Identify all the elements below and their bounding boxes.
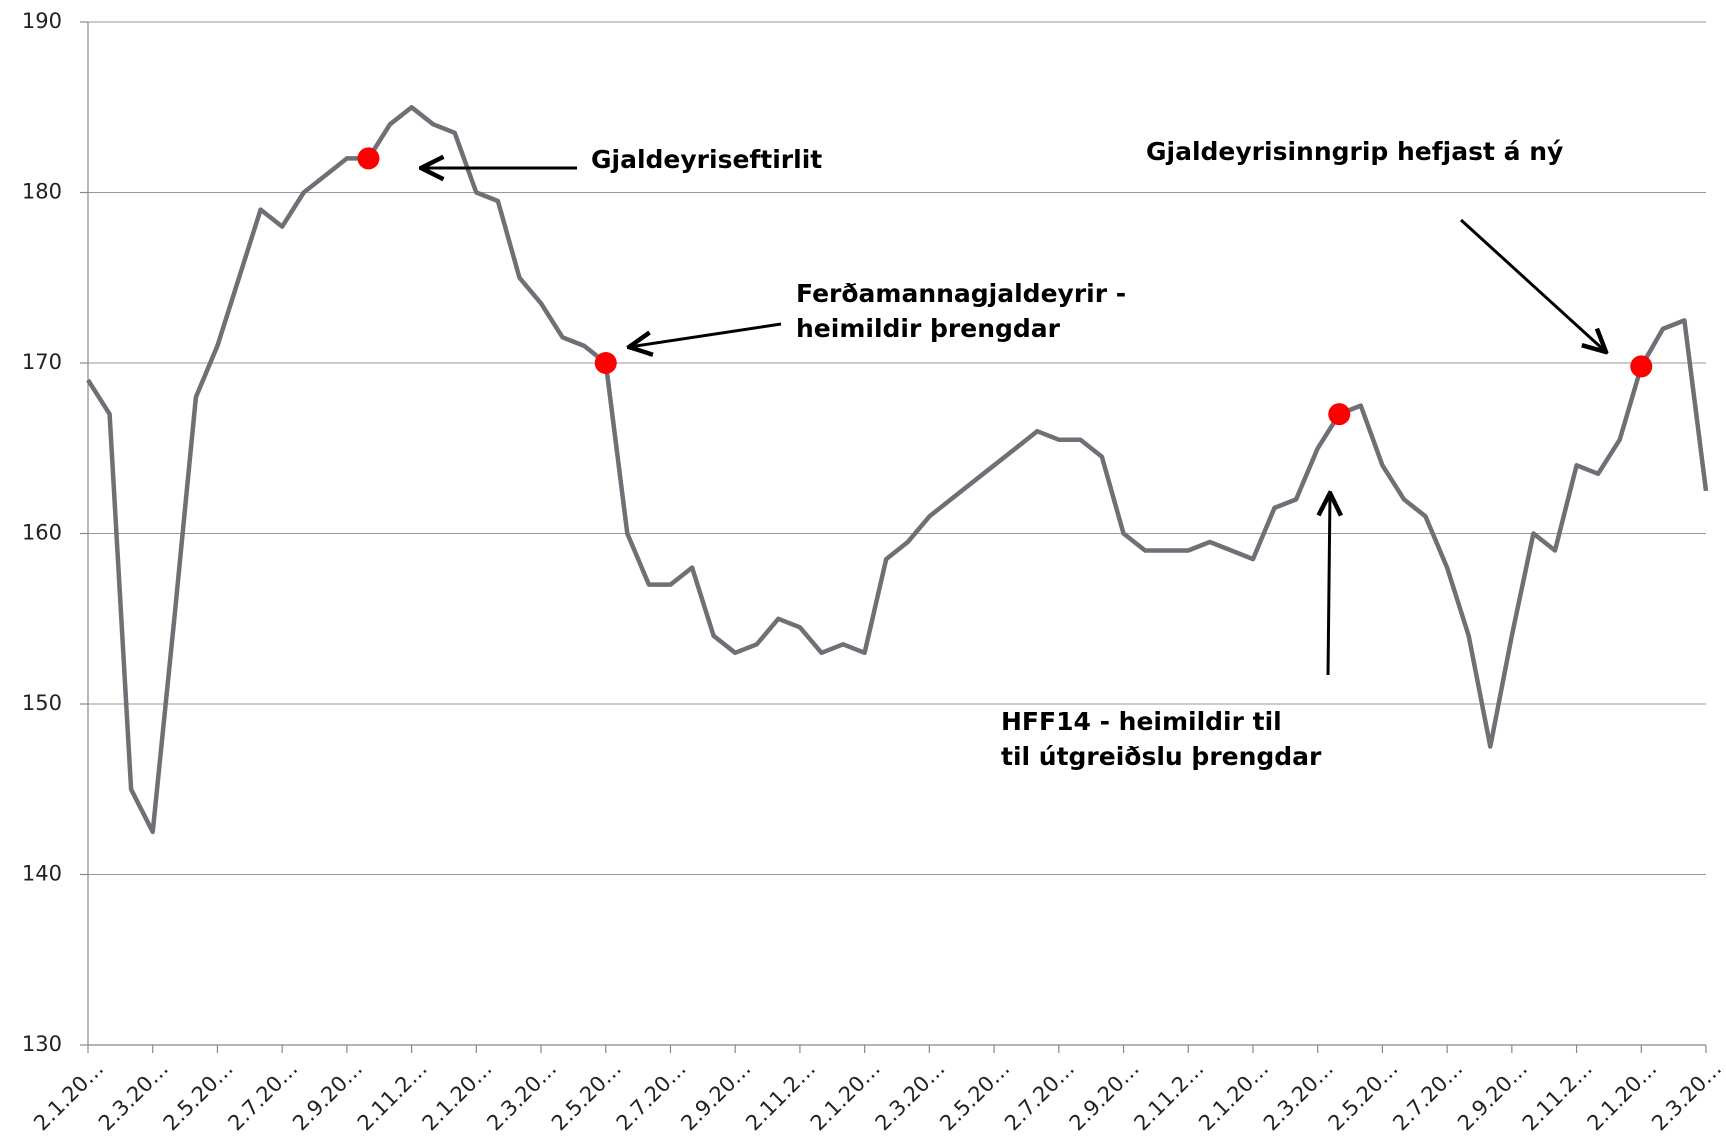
x-tick-label: 2.11.2… bbox=[741, 1056, 820, 1135]
highlight-point bbox=[1630, 355, 1653, 378]
x-tick-label: 2.11.2… bbox=[1518, 1056, 1597, 1135]
x-tick-label: 2.3.20… bbox=[94, 1056, 173, 1135]
x-tick-label: 2.11.2… bbox=[353, 1056, 432, 1135]
x-tick-label: 2.11.2… bbox=[1129, 1056, 1208, 1135]
highlight-point bbox=[1328, 403, 1351, 426]
x-tick-label: 2.3.20… bbox=[482, 1056, 561, 1135]
y-tick-label: 130 bbox=[22, 1032, 62, 1056]
y-tick-label: 150 bbox=[22, 691, 62, 715]
x-tick-label: 2.7.20… bbox=[223, 1056, 302, 1135]
x-tick-label: 2.1.20… bbox=[418, 1056, 497, 1135]
x-tick-label: 2.5.20… bbox=[159, 1056, 238, 1135]
y-tick-label: 190 bbox=[22, 9, 62, 33]
x-tick-label: 2.7.20… bbox=[612, 1056, 691, 1135]
y-tick-label: 160 bbox=[22, 521, 62, 545]
grid: 1301401501601701801902.1.20…2.3.20…2.5.2… bbox=[22, 9, 1726, 1135]
x-tick-label: 2.5.20… bbox=[935, 1056, 1014, 1135]
annotation: til útgreiðslu þrengdar bbox=[1001, 742, 1322, 771]
annotation: heimildir þrengdar bbox=[796, 314, 1061, 343]
x-tick-label: 2.5.20… bbox=[547, 1056, 626, 1135]
x-tick-label: 2.9.20… bbox=[1453, 1056, 1532, 1135]
y-tick-label: 170 bbox=[22, 350, 62, 374]
arrow bbox=[1459, 218, 1606, 352]
x-tick-label: 2.7.20… bbox=[1388, 1056, 1467, 1135]
x-tick-label: 2.9.20… bbox=[676, 1056, 755, 1135]
x-tick-label: 2.7.20… bbox=[1000, 1056, 1079, 1135]
annotation: Gjaldeyrisinngrip hefjast á ný bbox=[1146, 137, 1563, 166]
line bbox=[86, 105, 1709, 835]
x-tick-label: 2.9.20… bbox=[288, 1056, 367, 1135]
arrow bbox=[629, 322, 782, 347]
x-tick-label: 2.3.20… bbox=[871, 1056, 950, 1135]
x-tick-label: 2.1.20… bbox=[1194, 1056, 1273, 1135]
highlight-point bbox=[357, 147, 380, 170]
x-tick-label: 2.5.20… bbox=[1324, 1056, 1403, 1135]
annotation: HFF14 - heimildir til bbox=[1001, 707, 1282, 736]
y-tick-label: 180 bbox=[22, 180, 62, 204]
x-tick-label: 2.1.20… bbox=[29, 1056, 108, 1135]
x-tick-label: 2.3.20… bbox=[1259, 1056, 1338, 1135]
arrow bbox=[1328, 493, 1330, 676]
annotation: Gjaldeyriseftirlit bbox=[591, 145, 822, 174]
highlight-point bbox=[594, 352, 617, 374]
annotation: Ferðamannagjaldeyrir - bbox=[796, 279, 1126, 308]
x-tick-label: 2.1.20… bbox=[806, 1056, 885, 1135]
plot bbox=[86, 105, 1709, 835]
x-tick-label: 2.9.20… bbox=[1065, 1056, 1144, 1135]
y-tick-label: 140 bbox=[22, 862, 62, 886]
x-tick-label: 2.1.20… bbox=[1583, 1056, 1662, 1135]
x-tick-label: 2.3.20… bbox=[1647, 1056, 1726, 1135]
